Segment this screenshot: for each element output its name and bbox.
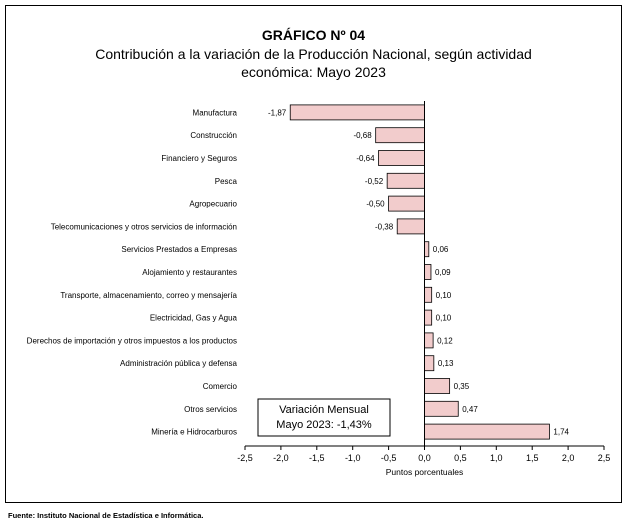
bar (424, 400, 459, 417)
x-tick-label: -1,0 (345, 453, 361, 463)
bar (386, 172, 425, 189)
category-label: Manufactura (193, 108, 238, 117)
x-tick-label: 0,5 (454, 453, 467, 463)
value-label: -0,50 (366, 200, 385, 209)
bar (424, 241, 430, 258)
category-label: Electricidad, Gas y Agua (150, 314, 238, 323)
value-label: 0,13 (438, 359, 454, 368)
bar (424, 286, 433, 303)
source-note: Fuente: Instituto Nacional de Estadístic… (8, 511, 204, 520)
annotation-line2: Mayo 2023: -1,43% (276, 419, 372, 431)
category-label: Agropecuario (189, 200, 237, 209)
x-tick-label: -1,5 (309, 453, 325, 463)
category-label: Minería e Hidrocarburos (151, 428, 237, 437)
bar (375, 127, 425, 144)
bar (424, 423, 550, 440)
x-tick-label: -2,0 (273, 453, 289, 463)
bar (424, 378, 451, 394)
annotation-line1: Variación Mensual (279, 404, 369, 416)
category-label: Pesca (215, 177, 238, 186)
x-tick-label: 2,0 (562, 453, 575, 463)
x-tick-label: 2,5 (598, 453, 611, 463)
bar (388, 195, 425, 212)
value-label: 0,10 (436, 291, 452, 300)
value-label: 0,35 (454, 382, 470, 391)
value-label: 0,47 (462, 405, 478, 414)
x-tick-label: 1,0 (490, 453, 503, 463)
bar (289, 104, 425, 121)
annotation-frame (257, 398, 391, 437)
value-label: 0,12 (437, 336, 453, 345)
category-label: Comercio (203, 382, 238, 391)
value-label: -0,68 (353, 131, 372, 140)
value-label: 0,06 (433, 245, 449, 254)
bar (424, 355, 435, 372)
annotation-box: Variación Mensual Mayo 2023: -1,43% (257, 398, 391, 437)
bar (396, 218, 425, 235)
bar (424, 264, 432, 280)
bar (424, 332, 434, 349)
category-label: Construcción (190, 131, 237, 140)
chart-title: GRÁFICO Nº 04 (261, 27, 366, 43)
x-axis: -2,5 -2,0 -1,5 -1,0 -0,5 0,0 0,5 1,0 1,5 2,0 2,5 Pu… (237, 101, 610, 477)
x-tick-label: -2,5 (237, 453, 253, 463)
bar (378, 150, 425, 166)
bar (424, 309, 433, 326)
category-label: Telecomunicaciones y otros servicios de … (51, 222, 237, 231)
value-label: -1,87 (268, 108, 287, 117)
value-label: 0,10 (436, 314, 452, 323)
value-label: -0,52 (365, 177, 384, 186)
value-label: -0,38 (375, 222, 394, 231)
bars-group (289, 104, 550, 440)
x-tick-label: 0,0 (418, 453, 431, 463)
x-tick-label: 1,5 (526, 453, 539, 463)
category-label: Administración pública y defensa (120, 359, 238, 368)
category-label: Transporte, almacenamiento, correo y men… (60, 291, 237, 300)
x-axis-label: Puntos porcentuales (386, 467, 464, 477)
category-label: Otros servicios (184, 405, 237, 414)
value-label: 1,74 (553, 428, 569, 437)
category-label: Financiero y Seguros (161, 154, 237, 163)
category-label: Alojamiento y restaurantes (142, 268, 237, 277)
value-label: -0,64 (356, 154, 375, 163)
category-label: Servicios Prestados a Empresas (121, 245, 237, 254)
category-labels: Manufactura Construcción Financiero y Segu… (27, 108, 238, 436)
chart-subtitle: Contribución a la variación de la Produc… (95, 46, 532, 80)
value-labels: -1,87 -0,68 -0,64 -0,52 -0,50 -0,38 0,06 0,09 0,… (268, 108, 570, 436)
category-label: Derechos de importación y otros impuesto… (27, 336, 237, 345)
x-tick-label: -0,5 (381, 453, 397, 463)
value-label: 0,09 (435, 268, 451, 277)
